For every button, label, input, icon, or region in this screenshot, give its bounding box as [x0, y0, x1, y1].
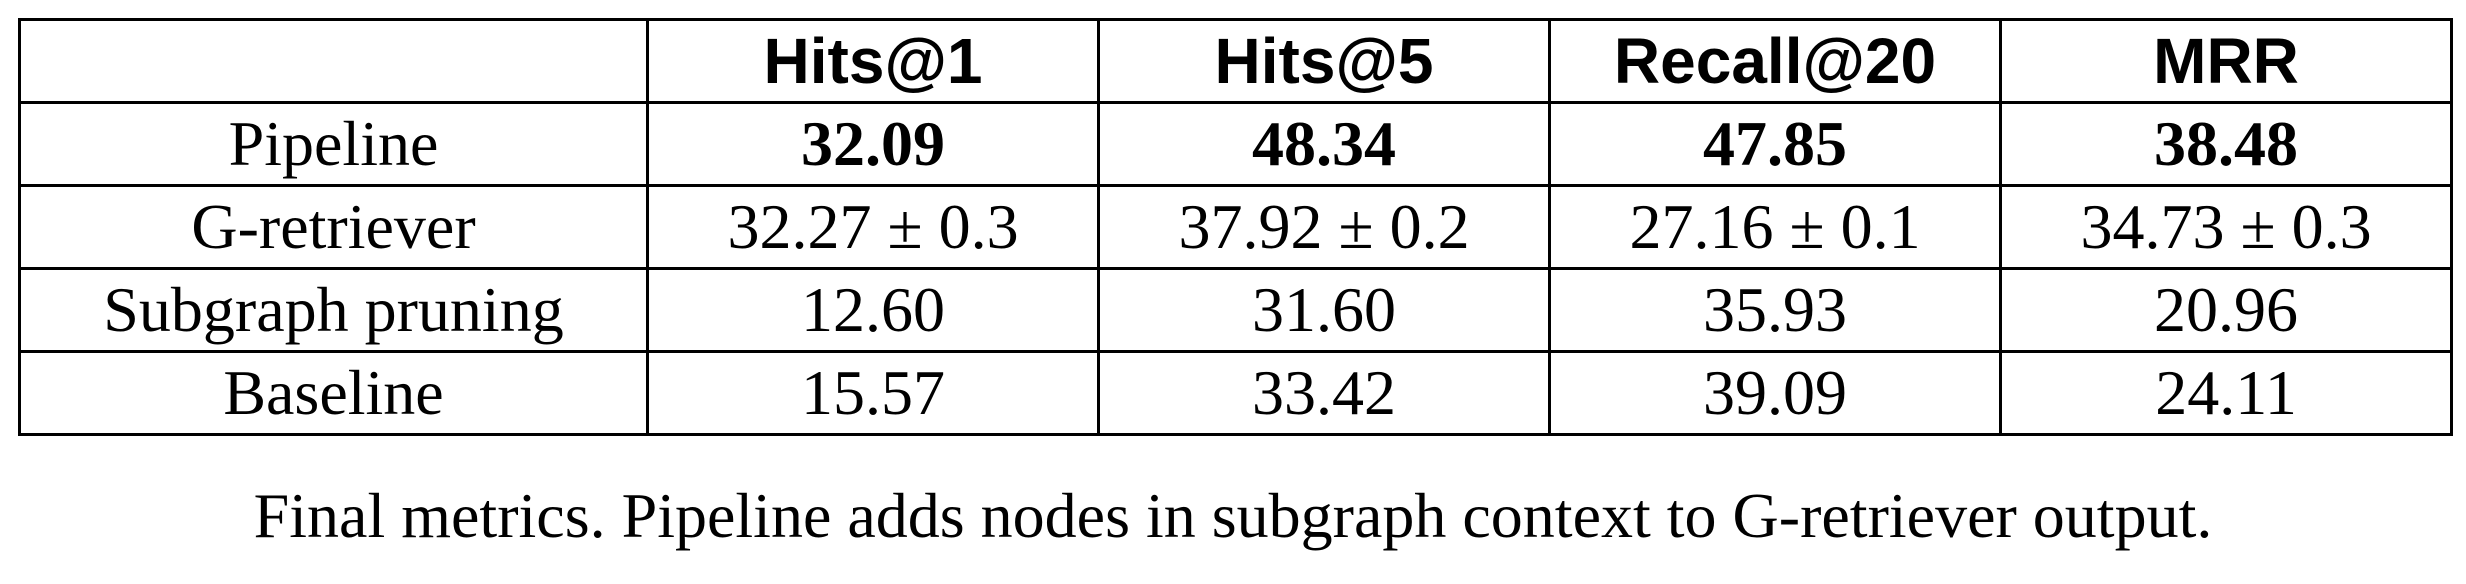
cell-subgraph-pruning-mrr: 20.96 [1999, 267, 2453, 353]
cell-baseline-mrr: 24.11 [1999, 350, 2453, 436]
row-label-baseline: Baseline [18, 350, 649, 436]
cell-subgraph-pruning-hits5: 31.60 [1097, 267, 1551, 353]
cell-pipeline-hits5: 48.34 [1097, 101, 1551, 187]
table-row: Subgraph pruning 12.60 31.60 35.93 20.96 [18, 267, 2453, 353]
cell-pipeline-recall20: 47.85 [1548, 101, 2002, 187]
table-row: Pipeline 32.09 48.34 47.85 38.48 [18, 101, 2453, 187]
cell-baseline-hits5: 33.42 [1097, 350, 1551, 436]
cell-pipeline-mrr: 38.48 [1999, 101, 2453, 187]
header-corner [18, 18, 649, 104]
cell-baseline-hits1: 15.57 [646, 350, 1100, 436]
row-label-subgraph-pruning: Subgraph pruning [18, 267, 649, 353]
header-mrr: MRR [1999, 18, 2453, 104]
cell-g-retriever-recall20: 27.16 ± 0.1 [1548, 184, 2002, 270]
results-table-container: Hits@1 Hits@5 Recall@20 MRR Pipeline 32.… [18, 18, 2453, 436]
cell-g-retriever-hits5: 37.92 ± 0.2 [1097, 184, 1551, 270]
table-caption: Final metrics. Pipeline adds nodes in su… [253, 480, 2213, 551]
results-table: Hits@1 Hits@5 Recall@20 MRR Pipeline 32.… [18, 18, 2453, 436]
cell-pipeline-hits1: 32.09 [646, 101, 1100, 187]
header-recall-at-20: Recall@20 [1548, 18, 2002, 104]
row-label-g-retriever: G-retriever [18, 184, 649, 270]
cell-g-retriever-hits1: 32.27 ± 0.3 [646, 184, 1100, 270]
row-label-pipeline: Pipeline [18, 101, 649, 187]
cell-subgraph-pruning-hits1: 12.60 [646, 267, 1100, 353]
header-hits-at-1: Hits@1 [646, 18, 1100, 104]
header-row: Hits@1 Hits@5 Recall@20 MRR [18, 18, 2453, 104]
cell-g-retriever-mrr: 34.73 ± 0.3 [1999, 184, 2453, 270]
table-row: G-retriever 32.27 ± 0.3 37.92 ± 0.2 27.1… [18, 184, 2453, 270]
cell-subgraph-pruning-recall20: 35.93 [1548, 267, 2002, 353]
cell-baseline-recall20: 39.09 [1548, 350, 2002, 436]
table-row: Baseline 15.57 33.42 39.09 24.11 [18, 350, 2453, 436]
header-hits-at-5: Hits@5 [1097, 18, 1551, 104]
